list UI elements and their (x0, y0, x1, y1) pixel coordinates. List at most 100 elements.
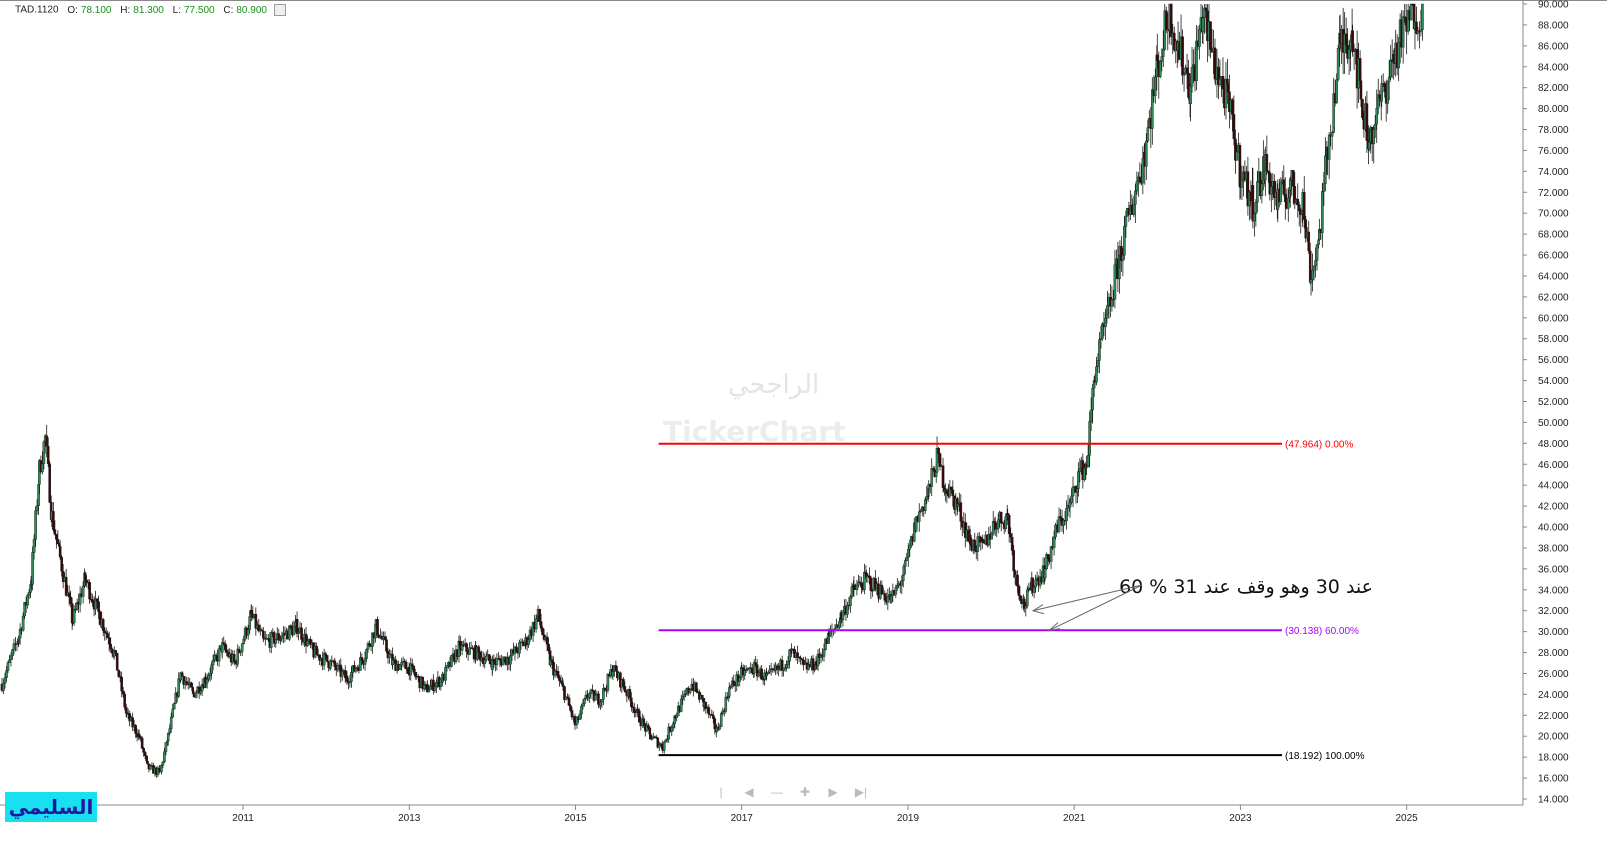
candle-up (194, 692, 198, 698)
candle-up (602, 688, 605, 700)
price-tick-label: 34.000 (1538, 585, 1569, 596)
candle-up (1121, 254, 1125, 261)
candle-up (1110, 299, 1114, 307)
candle-up (738, 677, 742, 682)
time-tick-label: 2017 (731, 813, 754, 824)
time-axis[interactable]: 200920112013201520172019202120232025 (66, 805, 1419, 824)
candle-up (1324, 155, 1327, 184)
candle-up (205, 679, 209, 684)
candle-up (925, 496, 929, 501)
candle-down (515, 646, 518, 653)
scroll-left-icon[interactable]: ◀ (744, 785, 754, 799)
scroll-right-icon[interactable]: ▶ (828, 785, 838, 799)
price-tick-label: 44.000 (1538, 481, 1569, 492)
candle-down (561, 684, 565, 687)
candle-down (701, 694, 704, 699)
candle-down (999, 511, 1003, 524)
candle-down (289, 625, 293, 628)
collapse-header-button[interactable] (273, 4, 286, 16)
candle-up (444, 667, 447, 681)
zoom-in-icon[interactable]: ✚ (799, 785, 811, 799)
candle-up (670, 727, 674, 732)
candle-down (704, 702, 708, 709)
candle-up (1151, 89, 1154, 129)
close-value: 80.900 (236, 4, 267, 16)
candle-down (1232, 114, 1236, 140)
candle-down (120, 676, 123, 692)
candle-up (1288, 180, 1292, 191)
candle-up (1409, 3, 1413, 21)
candle-up (580, 705, 583, 715)
candle-up (27, 592, 31, 596)
candle-down (1307, 231, 1311, 252)
candle-down (223, 643, 227, 651)
candle-down (707, 707, 711, 715)
candle-up (1088, 421, 1091, 456)
candle-down (973, 539, 977, 551)
candle-up (246, 629, 250, 636)
candle-up (388, 653, 391, 659)
candle-up (1104, 317, 1107, 328)
price-tick-label: 28.000 (1538, 648, 1569, 659)
candle-up (1235, 151, 1239, 161)
candle-down (1246, 171, 1250, 207)
candle-down (1282, 179, 1286, 195)
price-tick-label: 70.000 (1538, 209, 1569, 220)
candle-down (945, 489, 949, 494)
candle-down (852, 584, 856, 590)
candle-down (1046, 554, 1050, 559)
price-tick-label: 64.000 (1538, 271, 1569, 282)
candle-up (1279, 182, 1283, 203)
watermark-arabic: الراجحي (728, 370, 820, 400)
annotation-arrow (1048, 584, 1143, 632)
candle-up (1312, 265, 1316, 271)
chart-navigation: | ◀ — ✚ ▶ ▶| (707, 785, 875, 799)
candle-down (1251, 185, 1255, 222)
candle-up (72, 609, 76, 624)
candle-down (799, 657, 802, 660)
candle-up (26, 594, 29, 606)
price-tick-label: 48.000 (1538, 439, 1569, 450)
scroll-start-icon[interactable]: | (719, 785, 723, 799)
candle-up (306, 640, 309, 646)
scroll-end-icon[interactable]: ▶| (854, 785, 868, 799)
candle-up (849, 596, 852, 606)
candle-down (143, 752, 147, 757)
candle-up (719, 713, 723, 727)
price-tick-label: 18.000 (1538, 753, 1569, 764)
candle-up (1335, 79, 1338, 104)
candle-up (3, 677, 7, 684)
zoom-out-icon[interactable]: — (771, 785, 783, 799)
chart-gridlines (0, 0, 1607, 806)
candle-up (855, 584, 859, 590)
candle-up (350, 672, 353, 682)
price-tick-label: 86.000 (1538, 41, 1569, 52)
candle-up (990, 533, 994, 540)
candle-down (46, 446, 50, 464)
candle-down (52, 511, 55, 530)
candle-down (145, 755, 148, 762)
fibonacci-levels: (47.964) 0.00% (30.138) 60.00% (18.192) 10… (658, 440, 1365, 762)
candle-up (765, 673, 768, 677)
candle-up (846, 604, 849, 615)
candle-down (88, 582, 91, 600)
candle-up (6, 662, 10, 671)
candle-up (766, 671, 770, 675)
candle-up (727, 687, 731, 697)
candle-up (824, 638, 827, 650)
candle-down (796, 652, 799, 658)
candle-down (647, 724, 650, 729)
candle-down (648, 733, 652, 740)
time-tick-label: 2019 (897, 813, 920, 824)
candle-up (908, 545, 912, 550)
candle-up (1386, 81, 1389, 104)
candle-down (860, 582, 863, 588)
price-axis[interactable]: 14.000 16.000 18.000 20.000 22.000 24.000 26.0… (1523, 0, 1569, 806)
candle-down (538, 608, 541, 622)
candle-up (1321, 191, 1324, 233)
candle-up (956, 503, 960, 507)
candle-down (101, 619, 105, 632)
candle-down (58, 546, 62, 558)
candle-up (890, 595, 893, 603)
